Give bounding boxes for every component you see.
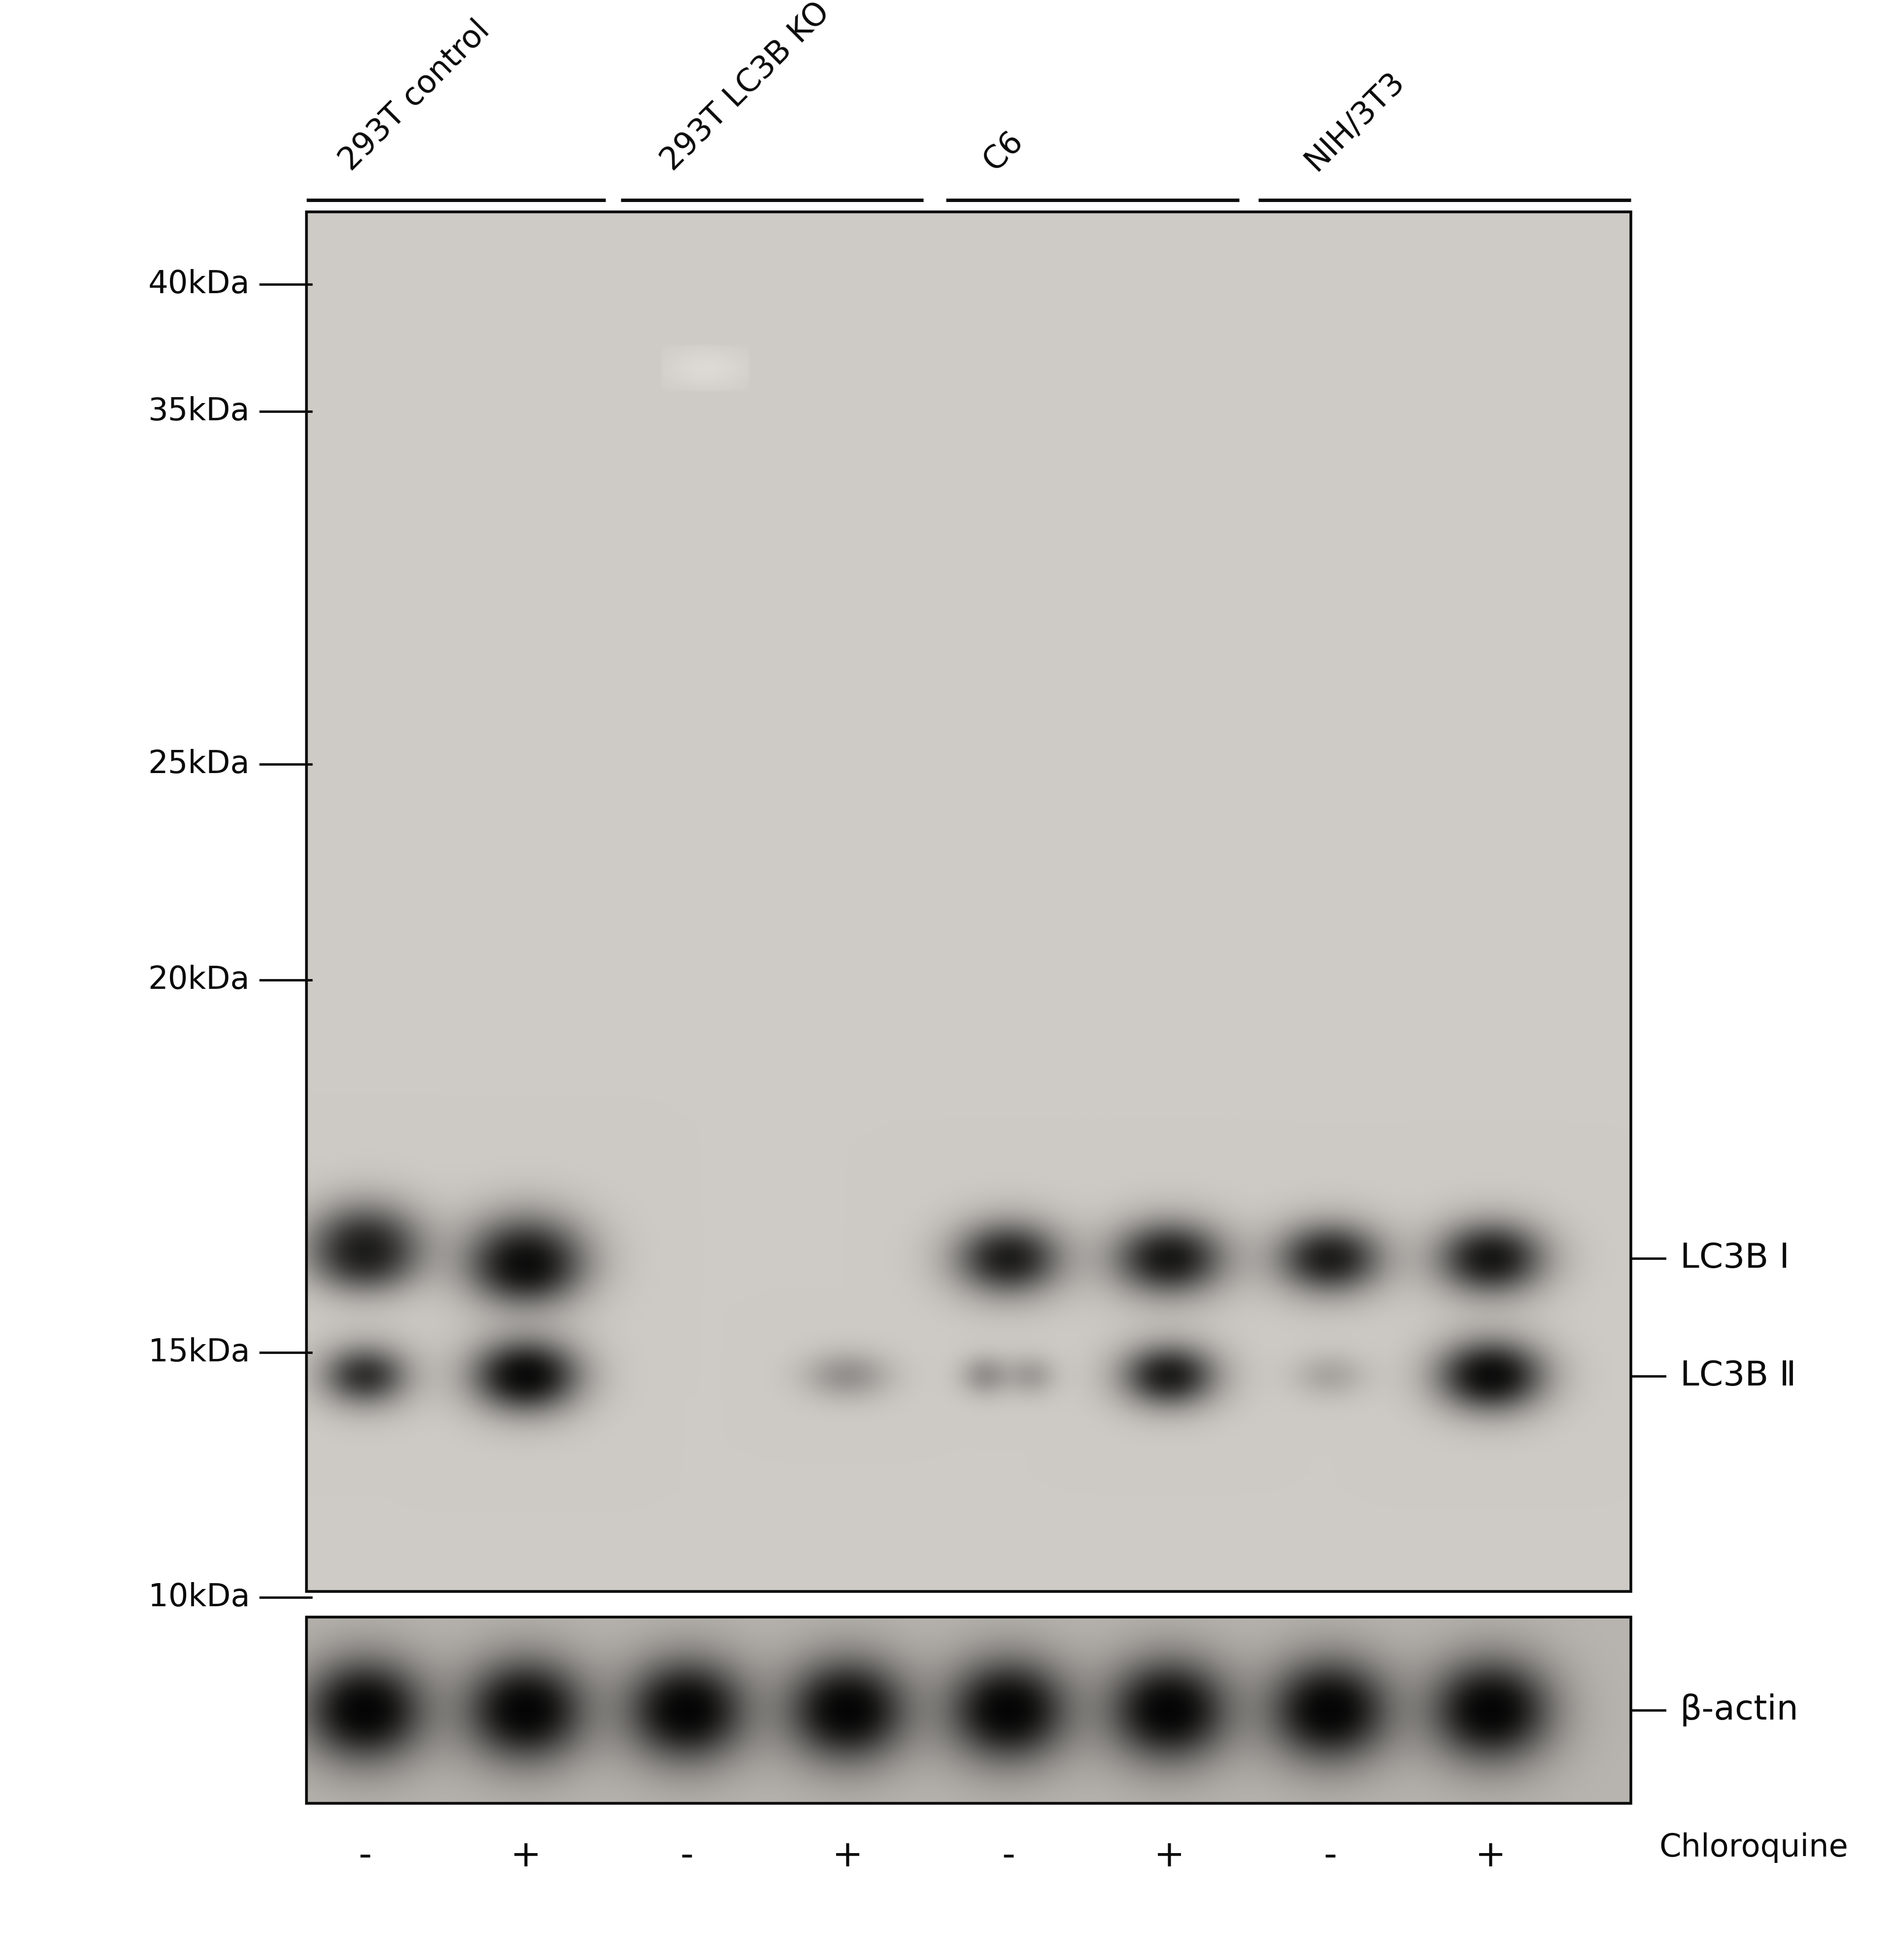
Text: 293T LC3B KO: 293T LC3B KO (657, 0, 836, 176)
Text: +: + (832, 1838, 863, 1874)
Text: C6: C6 (978, 125, 1029, 176)
Text: -: - (1323, 1838, 1338, 1874)
Text: +: + (511, 1838, 541, 1874)
Text: 15kDa: 15kDa (148, 1337, 250, 1368)
Text: 35kDa: 35kDa (148, 396, 250, 427)
Text: 293T control: 293T control (335, 14, 496, 176)
Text: 40kDa: 40kDa (148, 269, 250, 300)
Text: -: - (1001, 1838, 1016, 1874)
Text: -: - (679, 1838, 694, 1874)
Text: LC3B Ⅰ: LC3B Ⅰ (1680, 1243, 1790, 1274)
Text: 20kDa: 20kDa (148, 964, 250, 996)
Text: NIH/3T3: NIH/3T3 (1300, 65, 1410, 176)
Text: +: + (1154, 1838, 1184, 1874)
Text: β-actin: β-actin (1680, 1693, 1799, 1727)
Text: 10kDa: 10kDa (148, 1582, 250, 1613)
Text: 25kDa: 25kDa (148, 749, 250, 780)
Text: -: - (358, 1838, 373, 1874)
Text: +: + (1476, 1838, 1506, 1874)
Text: Chloroquine: Chloroquine (1659, 1833, 1848, 1864)
Text: LC3B Ⅱ: LC3B Ⅱ (1680, 1360, 1796, 1392)
